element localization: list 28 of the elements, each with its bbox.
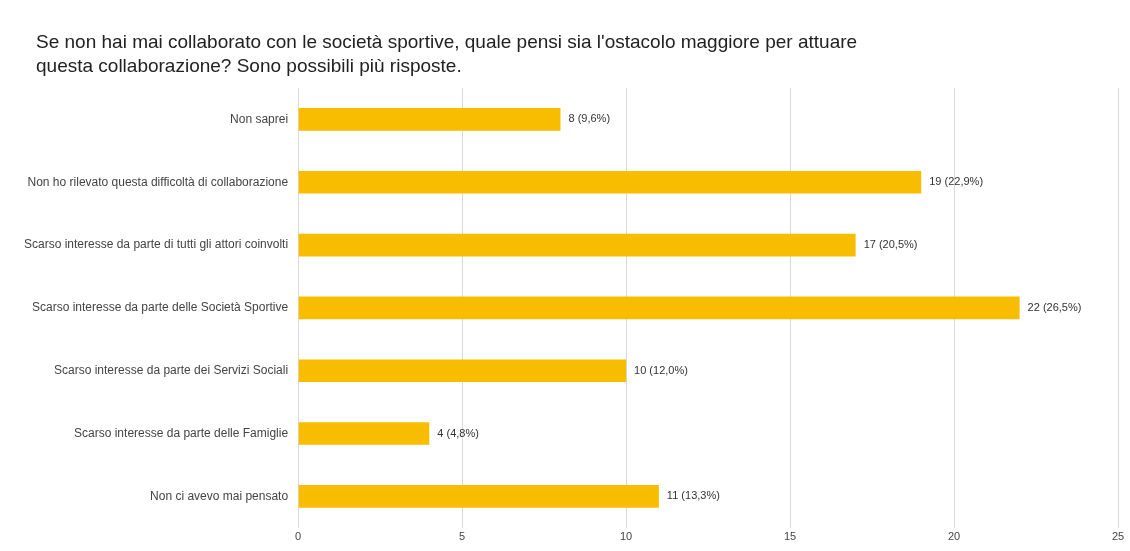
data-label: 10 (12,0%) — [634, 363, 688, 376]
y-tick-label: Non saprei — [230, 111, 289, 126]
x-tick-label: 20 — [947, 530, 961, 543]
y-tick-label: Non ci avevo mai pensato — [150, 488, 289, 503]
bar — [298, 233, 856, 257]
x-tick-label: 5 — [459, 530, 466, 543]
y-tick-label: Non ho rilevato questa difficoltà di collaborazione — [27, 174, 289, 189]
x-tick-label: 25 — [1111, 530, 1125, 543]
data-label: 4 (4,8%) — [437, 426, 479, 439]
bar — [298, 296, 1020, 320]
data-label: 17 (20,5%) — [863, 238, 918, 251]
data-label: 11 (13,3%) — [666, 489, 720, 502]
y-tick-label: Scarso interesse da parte delle Società Sportive — [31, 300, 289, 315]
bar — [298, 108, 561, 131]
bar — [298, 422, 430, 445]
y-tick-label: Scarso interesse da parte delle Famiglie — [74, 425, 289, 440]
chart-title: Se non hai mai collaborato con le società sportive, quale pensi sia l'ostacolo maggiore per attuare questa collaborazione? Sono possibili più risposte. — [36, 30, 859, 78]
x-tick-label: 10 — [619, 530, 633, 543]
bar — [298, 485, 659, 508]
data-label: 19 (22,9%) — [929, 175, 984, 188]
y-tick-label: Scarso interesse da parte dei Servizi Sociali — [54, 363, 289, 378]
data-label: 8 (9,6%) — [568, 112, 611, 125]
x-tick-label: 0 — [295, 530, 302, 543]
bar — [298, 170, 922, 194]
data-label: 22 (26,5%) — [1027, 300, 1082, 313]
bar — [298, 359, 627, 383]
x-tick-label: 15 — [783, 530, 797, 543]
y-tick-label: Scarso interesse da parte di tutti gli attori coinvolti — [23, 237, 289, 252]
